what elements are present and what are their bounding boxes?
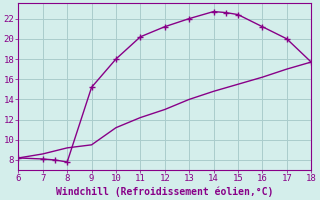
- X-axis label: Windchill (Refroidissement éolien,°C): Windchill (Refroidissement éolien,°C): [56, 186, 274, 197]
